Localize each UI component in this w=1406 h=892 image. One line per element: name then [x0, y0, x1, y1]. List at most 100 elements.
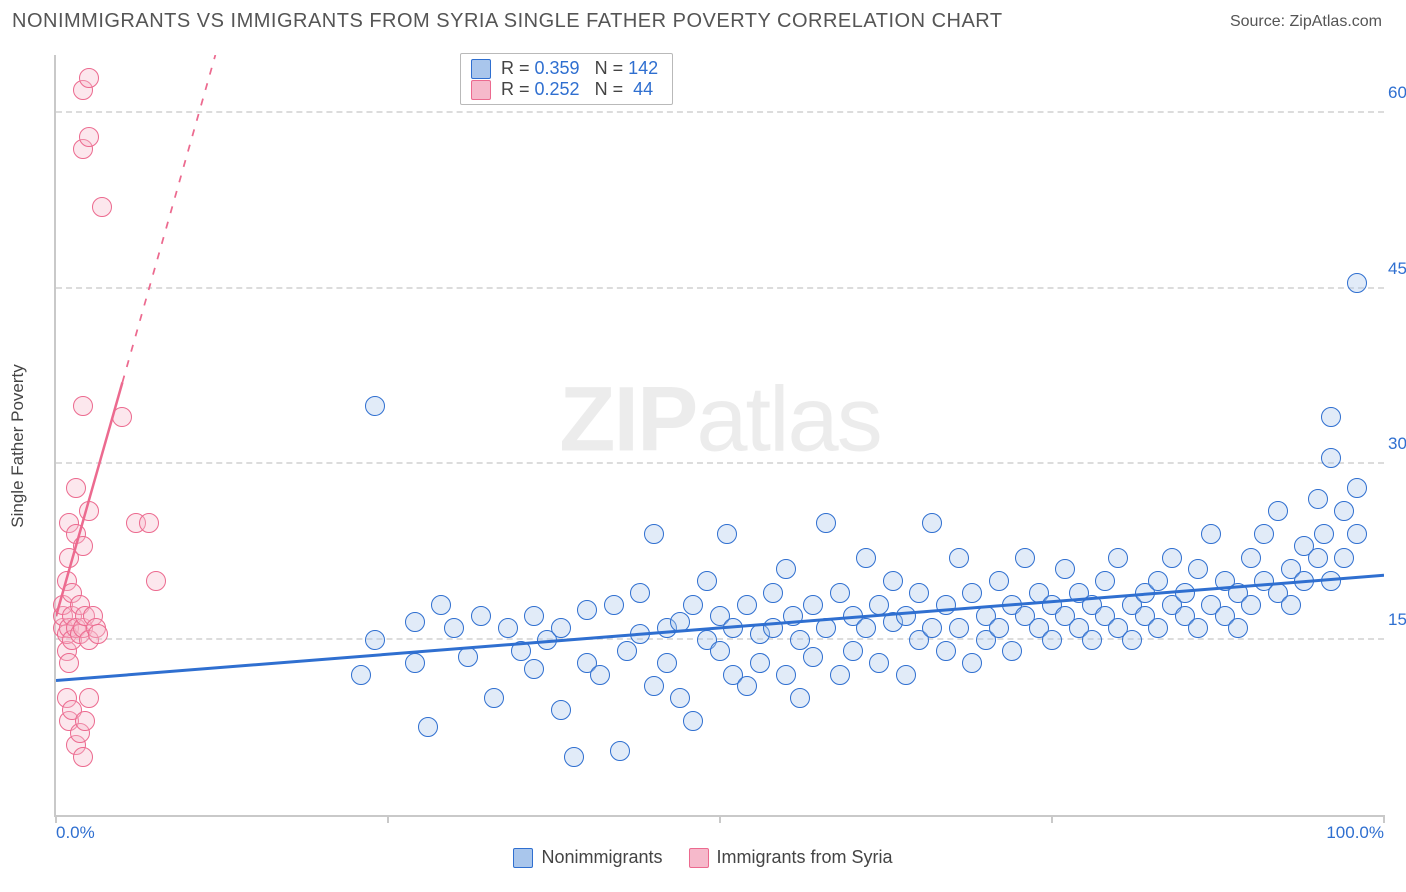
data-point-nonimmigrants — [471, 606, 491, 626]
data-point-nonimmigrants — [418, 717, 438, 737]
data-point-nonimmigrants — [737, 676, 757, 696]
data-point-nonimmigrants — [630, 624, 650, 644]
data-point-immigrants_syria — [73, 396, 93, 416]
data-point-immigrants_syria — [59, 653, 79, 673]
legend-swatch — [513, 848, 533, 868]
y-tick-label: 30.0% — [1388, 434, 1406, 454]
data-point-nonimmigrants — [1347, 524, 1367, 544]
data-point-nonimmigrants — [790, 630, 810, 650]
watermark: ZIPatlas — [559, 367, 880, 472]
source-prefix: Source: — [1230, 13, 1290, 30]
source-attribution: Source: ZipAtlas.com — [1230, 13, 1382, 31]
x-tick-mark — [719, 815, 721, 823]
data-point-nonimmigrants — [1314, 524, 1334, 544]
x-tick-label: 100.0% — [1326, 823, 1384, 843]
data-point-nonimmigrants — [405, 612, 425, 632]
data-point-nonimmigrants — [683, 595, 703, 615]
legend-swatch — [471, 59, 491, 79]
trend-lines — [56, 55, 1384, 815]
data-point-nonimmigrants — [1321, 448, 1341, 468]
data-point-nonimmigrants — [776, 665, 796, 685]
data-point-nonimmigrants — [351, 665, 371, 685]
x-tick-label: 0.0% — [56, 823, 95, 843]
data-point-nonimmigrants — [962, 583, 982, 603]
x-tick-mark — [1051, 815, 1053, 823]
data-point-nonimmigrants — [1148, 571, 1168, 591]
data-point-immigrants_syria — [92, 197, 112, 217]
legend-correlation-row: R = 0.359 N = 142 — [471, 58, 658, 79]
data-point-immigrants_syria — [79, 68, 99, 88]
data-point-nonimmigrants — [657, 653, 677, 673]
data-point-nonimmigrants — [644, 524, 664, 544]
data-point-nonimmigrants — [949, 618, 969, 638]
data-point-nonimmigrants — [551, 618, 571, 638]
data-point-nonimmigrants — [1254, 524, 1274, 544]
data-point-nonimmigrants — [723, 618, 743, 638]
legend-stat-text: R = 0.252 N = 44 — [501, 79, 653, 100]
gridline — [56, 638, 1384, 640]
data-point-nonimmigrants — [1015, 548, 1035, 568]
data-point-nonimmigrants — [1162, 548, 1182, 568]
watermark-right: atlas — [696, 368, 880, 470]
data-point-nonimmigrants — [1188, 559, 1208, 579]
data-point-nonimmigrants — [1294, 571, 1314, 591]
data-point-nonimmigrants — [365, 396, 385, 416]
legend-series-label: Immigrants from Syria — [717, 847, 893, 868]
data-point-nonimmigrants — [617, 641, 637, 661]
data-point-nonimmigrants — [776, 559, 796, 579]
data-point-nonimmigrants — [1055, 559, 1075, 579]
data-point-nonimmigrants — [856, 618, 876, 638]
data-point-nonimmigrants — [1321, 571, 1341, 591]
y-tick-label: 60.0% — [1388, 83, 1406, 103]
data-point-nonimmigrants — [1042, 630, 1062, 650]
legend-swatch — [689, 848, 709, 868]
data-point-immigrants_syria — [79, 127, 99, 147]
legend-series-item: Immigrants from Syria — [689, 847, 893, 868]
y-axis-label: Single Father Poverty — [8, 364, 28, 527]
data-point-nonimmigrants — [1241, 595, 1261, 615]
data-point-nonimmigrants — [444, 618, 464, 638]
data-point-immigrants_syria — [88, 624, 108, 644]
data-point-nonimmigrants — [1308, 548, 1328, 568]
legend-correlation: R = 0.359 N = 142R = 0.252 N = 44 — [460, 53, 673, 105]
data-point-immigrants_syria — [112, 407, 132, 427]
data-point-nonimmigrants — [1308, 489, 1328, 509]
data-point-nonimmigrants — [922, 618, 942, 638]
data-point-nonimmigrants — [856, 548, 876, 568]
data-point-nonimmigrants — [670, 612, 690, 632]
data-point-nonimmigrants — [1321, 407, 1341, 427]
data-point-nonimmigrants — [1334, 548, 1354, 568]
legend-series-label: Nonimmigrants — [541, 847, 662, 868]
data-point-immigrants_syria — [73, 747, 93, 767]
data-point-nonimmigrants — [816, 513, 836, 533]
data-point-nonimmigrants — [670, 688, 690, 708]
scatter-plot: ZIPatlas 15.0%30.0%45.0%60.0%0.0%100.0% — [54, 55, 1384, 817]
data-point-immigrants_syria — [66, 478, 86, 498]
x-tick-mark — [387, 815, 389, 823]
data-point-nonimmigrants — [936, 641, 956, 661]
data-point-immigrants_syria — [79, 688, 99, 708]
source-name: ZipAtlas.com — [1290, 13, 1382, 30]
data-point-immigrants_syria — [73, 536, 93, 556]
trend-line-immigrants_syria-dashed — [122, 55, 215, 382]
data-point-nonimmigrants — [717, 524, 737, 544]
data-point-nonimmigrants — [564, 747, 584, 767]
data-point-nonimmigrants — [830, 583, 850, 603]
data-point-nonimmigrants — [830, 665, 850, 685]
legend-stat-text: R = 0.359 N = 142 — [501, 58, 658, 79]
data-point-nonimmigrants — [710, 641, 730, 661]
header: NONIMMIGRANTS VS IMMIGRANTS FROM SYRIA S… — [0, 0, 1406, 39]
legend-swatch — [471, 80, 491, 100]
data-point-nonimmigrants — [511, 641, 531, 661]
data-point-nonimmigrants — [1347, 273, 1367, 293]
data-point-nonimmigrants — [843, 641, 863, 661]
gridline — [56, 462, 1384, 464]
data-point-nonimmigrants — [949, 548, 969, 568]
data-point-nonimmigrants — [1095, 571, 1115, 591]
data-point-nonimmigrants — [1122, 630, 1142, 650]
data-point-nonimmigrants — [1228, 618, 1248, 638]
legend-series: Nonimmigrants Immigrants from Syria — [0, 847, 1406, 868]
data-point-nonimmigrants — [1281, 595, 1301, 615]
gridline — [56, 111, 1384, 113]
data-point-nonimmigrants — [962, 653, 982, 673]
